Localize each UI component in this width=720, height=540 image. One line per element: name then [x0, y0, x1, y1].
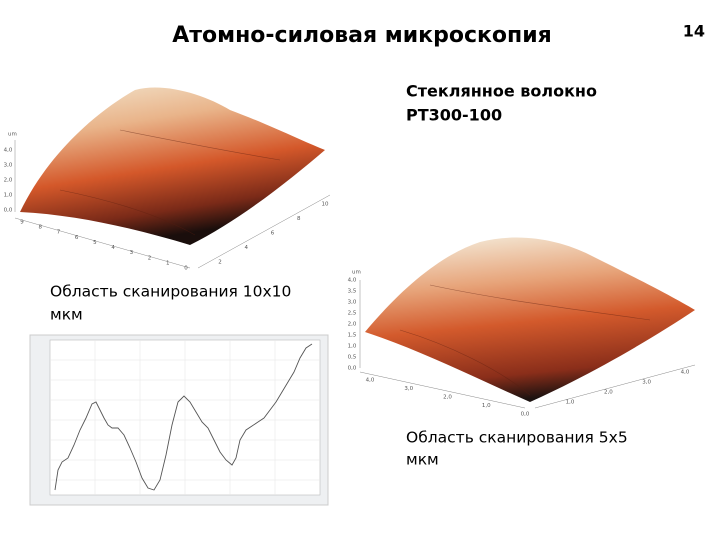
x-tick-label: 1,0 — [482, 403, 491, 409]
z-tick-label: 3,5 — [348, 289, 357, 295]
z-tick-label: 4,0 — [348, 278, 357, 284]
x-tick-label: 7 — [57, 230, 61, 236]
y-tick-label: 8 — [297, 216, 301, 222]
x-tick-label: 0,0 — [521, 412, 530, 418]
sample-line: РТ300-100 — [406, 106, 502, 125]
x-tick-label: 4 — [111, 245, 115, 251]
axis — [14, 217, 191, 269]
z-tick-label: 2,0 — [348, 322, 357, 328]
axis — [197, 194, 331, 269]
grid — [50, 340, 320, 495]
y-tick-label: 10 — [322, 202, 329, 208]
x-tick-label: 2,0 — [443, 395, 452, 401]
y-tick-label: 4,0 — [681, 370, 690, 376]
x-tick-label: 3 — [130, 250, 134, 256]
y-tick-label: 3,0 — [642, 380, 651, 386]
unit-label: um — [8, 132, 17, 138]
y-tick-label: 6 — [271, 231, 275, 237]
profile-image — [29, 334, 329, 506]
x-tick-label: 9 — [20, 220, 24, 226]
caption: мкм — [50, 306, 83, 324]
profile-line — [54, 343, 313, 491]
y-tick-label: 2,0 — [604, 390, 613, 396]
caption: мкм — [406, 451, 439, 469]
z-tick-label: 3,0 — [4, 163, 13, 169]
x-tick-label: 5 — [93, 240, 97, 246]
title: Атомно-силовая микроскопия — [172, 23, 552, 48]
caption: Область сканирования 10x10 — [50, 283, 291, 301]
surface — [20, 87, 325, 246]
z-tick-label: 0,0 — [348, 366, 357, 372]
caption: Область сканирования 5x5 — [406, 429, 628, 447]
unit-label: um — [352, 270, 361, 276]
z-tick-label: 1,5 — [348, 333, 357, 339]
x-tick-label: 0 — [184, 266, 188, 272]
x-tick-label: 4,0 — [366, 378, 375, 384]
z-tick-label: 1,0 — [4, 193, 13, 199]
z-tick-label: 0,0 — [4, 208, 13, 214]
x-tick-label: 2 — [148, 255, 152, 261]
surface — [365, 237, 695, 402]
texture — [399, 284, 651, 396]
z-tick-label: 1,0 — [348, 344, 357, 350]
z-tick-label: 4,0 — [4, 148, 13, 154]
y-tick-label: 1,0 — [566, 400, 575, 406]
y-tick-label: 4 — [245, 245, 249, 251]
z-tick-label: 3,0 — [348, 300, 357, 306]
axis — [534, 364, 696, 409]
z-tick-label: 0,5 — [348, 355, 357, 361]
x-tick-label: 8 — [38, 225, 42, 231]
z-tick-label: 2,5 — [348, 311, 357, 317]
sample-line: Стеклянное волокно — [406, 82, 597, 101]
page-number: 14 — [683, 22, 705, 41]
afm-image — [359, 237, 696, 409]
x-tick-label: 6 — [75, 235, 79, 241]
afm-image — [14, 87, 331, 269]
y-tick-label: 2 — [218, 260, 222, 266]
axis — [359, 371, 526, 409]
texture — [59, 129, 281, 236]
x-tick-label: 1 — [166, 260, 170, 266]
z-tick-label: 2,0 — [4, 178, 13, 184]
x-tick-label: 3,0 — [404, 386, 413, 392]
